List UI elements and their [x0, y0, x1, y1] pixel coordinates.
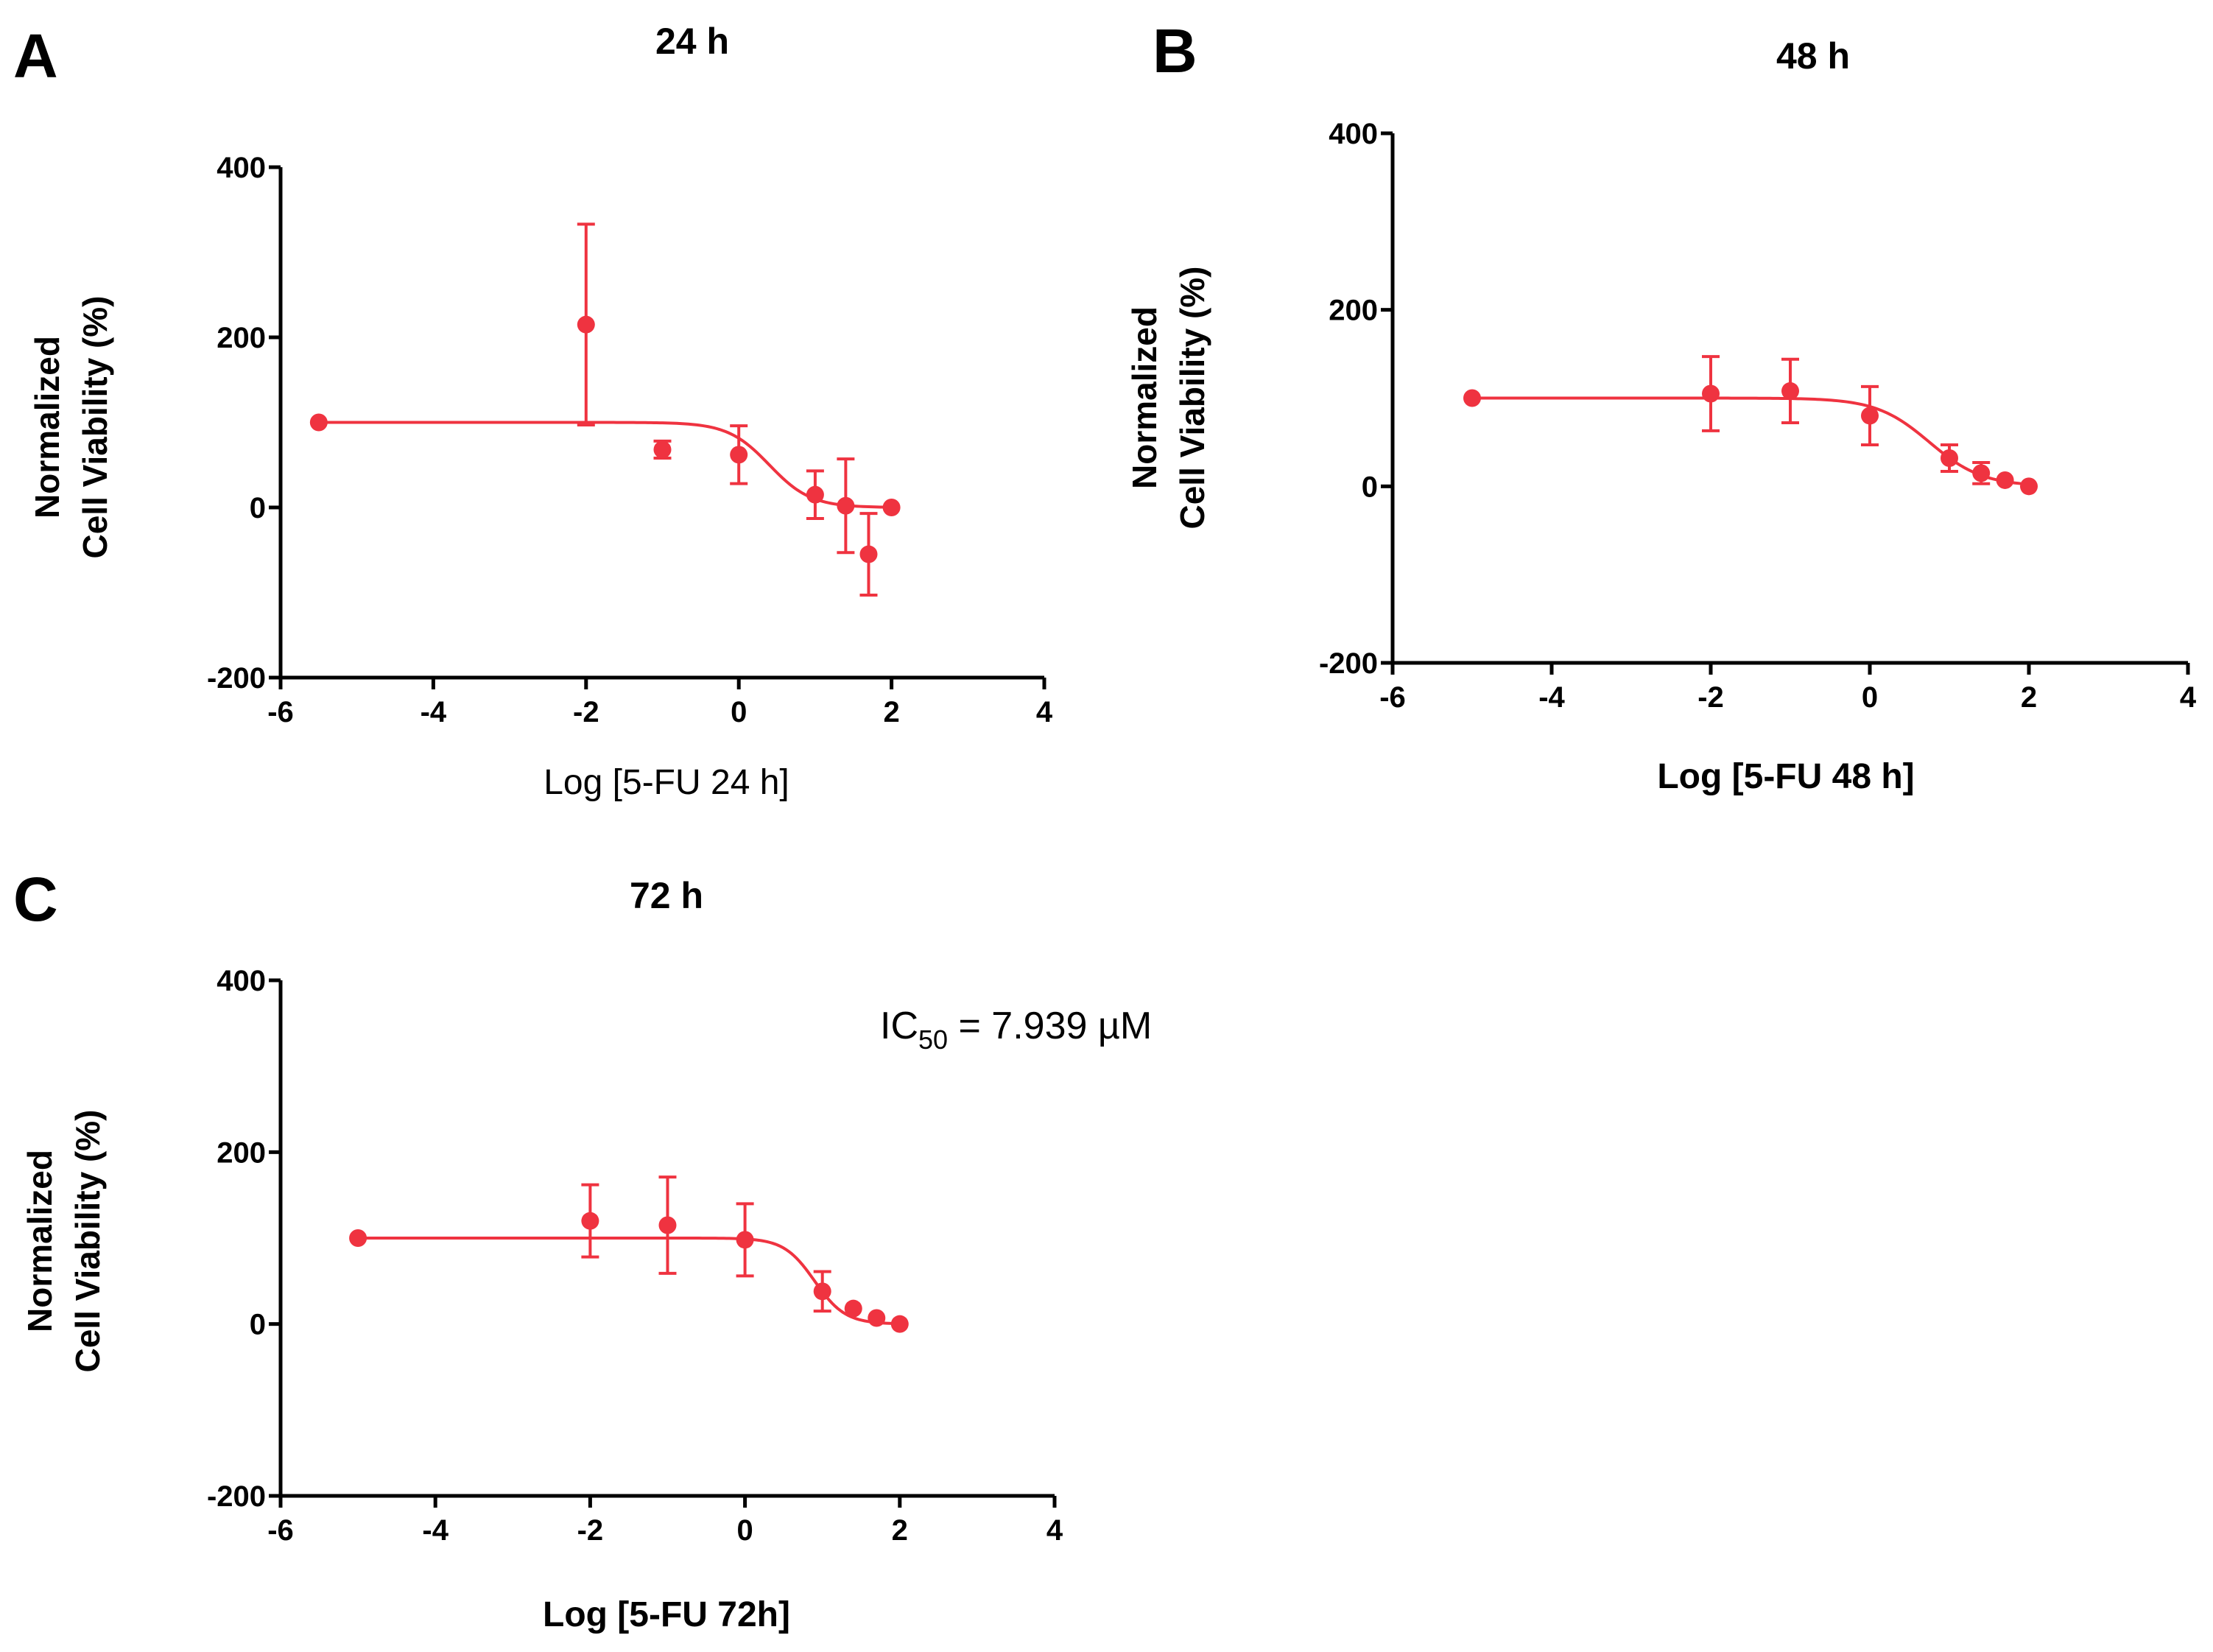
panel-b-y-tick-label: 200 — [1329, 295, 1378, 327]
panel-b-data-point — [1996, 471, 2014, 489]
panel-a-data-point — [806, 485, 824, 504]
panel-b: B 48 h Normalized Cell Viability (%) Log… — [1125, 16, 2197, 796]
panel-a-x-tick-label: -6 — [267, 696, 294, 728]
panel-a-x-tick-label: 0 — [731, 696, 747, 728]
panel-c-ylabel-line2: Cell Viability (%) — [68, 1109, 107, 1372]
panel-a-letter: A — [13, 21, 58, 91]
panel-c-ic50-value: = 7.939 µM — [948, 1005, 1152, 1047]
panel-c-data-point — [581, 1212, 599, 1230]
panel-a-data-point — [309, 413, 328, 432]
panel-c-title: 72 h — [630, 875, 703, 916]
panel-c-data-point — [813, 1282, 831, 1301]
panel-a-y-tick-label: 400 — [217, 152, 266, 184]
panel-b-data-point — [1972, 464, 1991, 482]
panel-a-y-tick-label: 0 — [250, 492, 266, 524]
panel-b-y-tick-label: -200 — [1319, 647, 1378, 680]
panel-a-x-tick-label: 4 — [1036, 696, 1053, 728]
panel-b-x-tick-label: 4 — [2180, 681, 2197, 714]
panel-b-y-tick-label: 0 — [1362, 471, 1378, 503]
panel-a-x-tick-label: -2 — [573, 696, 599, 728]
panel-a-data-point — [653, 440, 672, 459]
panel-b-data-point — [1781, 382, 1799, 400]
panel-c-data-point — [736, 1231, 754, 1249]
panel-b-data-point — [1702, 384, 1720, 403]
panel-b-ylabel-line2: Cell Viability (%) — [1173, 266, 1211, 529]
panel-b-data-point — [2020, 477, 2038, 496]
panel-a-xlabel: Log [5-FU 24 h] — [543, 763, 789, 802]
panel-c-x-tick-label: -2 — [577, 1514, 604, 1547]
panel-c-letter: C — [13, 865, 58, 934]
panel-c: C 72 h Normalized Cell Viability (%) Log… — [13, 865, 1152, 1634]
panel-a-data-point — [837, 496, 855, 515]
panel-b-data-point — [1861, 407, 1879, 425]
panel-b-xlabel: Log [5-FU 48 h] — [1657, 757, 1914, 796]
panel-c-y-tick-label: 200 — [217, 1136, 266, 1169]
panel-b-x-tick-label: 2 — [2021, 681, 2037, 714]
panel-b-ylabel-line1: Normalized — [1125, 306, 1164, 489]
panel-c-ylabel-line1: Normalized — [21, 1150, 59, 1332]
panel-c-x-tick-label: 4 — [1046, 1514, 1063, 1547]
panel-c-ic50-annotation: IC50 = 7.939 µM — [880, 1005, 1152, 1055]
panel-b-x-tick-label: -4 — [1538, 681, 1565, 714]
panel-c-data-point — [868, 1309, 886, 1327]
panel-a-y-tick-label: 200 — [217, 322, 266, 354]
panel-b-fit-curve — [1472, 396, 2030, 486]
panel-b-plot: -200 0 200 400 -6 -4 -2 0 2 4 — [1319, 118, 2197, 714]
panel-c-ic50-sub: 50 — [918, 1024, 948, 1055]
panel-c-y-tick-label: -200 — [207, 1480, 266, 1513]
panel-a-x-tick-label: -4 — [421, 696, 447, 728]
panel-c-y-tick-label: 0 — [250, 1309, 266, 1341]
panel-b-x-tick-label: 0 — [1862, 681, 1878, 714]
panel-c-data-point — [844, 1299, 862, 1318]
panel-b-y-tick-label: 400 — [1329, 118, 1378, 150]
panel-c-x-tick-label: 2 — [892, 1514, 908, 1547]
panel-a-ylabel-line1: Normalized — [28, 336, 66, 519]
panel-c-x-tick-label: 0 — [736, 1514, 753, 1547]
panel-c-x-tick-label: -6 — [267, 1514, 294, 1547]
panel-c-plot: -200 0 200 400 -6 -4 -2 0 2 4 — [207, 965, 1063, 1547]
panel-c-x-tick-label: -4 — [422, 1514, 448, 1547]
panel-c-y-tick-label: 400 — [217, 965, 266, 997]
panel-c-fit-curve — [358, 1237, 900, 1326]
panel-b-title: 48 h — [1776, 35, 1850, 77]
panel-c-data-point — [658, 1216, 677, 1234]
panel-a-fit-curve — [318, 421, 892, 509]
panel-c-data-point — [890, 1315, 909, 1333]
panel-b-letter: B — [1153, 16, 1197, 85]
panel-c-ic50-main: IC — [880, 1005, 918, 1047]
panel-b-x-tick-label: -2 — [1697, 681, 1724, 714]
panel-a-ylabel-line2: Cell Viability (%) — [76, 295, 114, 558]
panel-a-x-tick-label: 2 — [883, 696, 899, 728]
panel-a-data-point — [859, 545, 878, 563]
panel-a-data-point — [730, 446, 748, 464]
panel-b-x-tick-label: -6 — [1379, 681, 1406, 714]
panel-a-plot: -200 0 200 400 -6 -4 -2 0 2 4 — [207, 152, 1053, 728]
panel-a-data-point — [577, 315, 595, 334]
panel-a-y-tick-label: -200 — [207, 662, 266, 695]
panel-c-xlabel: Log [5-FU 72h] — [543, 1595, 790, 1634]
panel-b-data-point — [1941, 449, 1958, 467]
panel-c-data-point — [349, 1229, 367, 1247]
panel-a-data-point — [882, 499, 901, 516]
panel-a-title: 24 h — [655, 21, 729, 62]
panel-a: A 24 h Normalized Cell Viability (%) Log… — [13, 21, 1053, 802]
panel-b-data-point — [1463, 389, 1481, 407]
